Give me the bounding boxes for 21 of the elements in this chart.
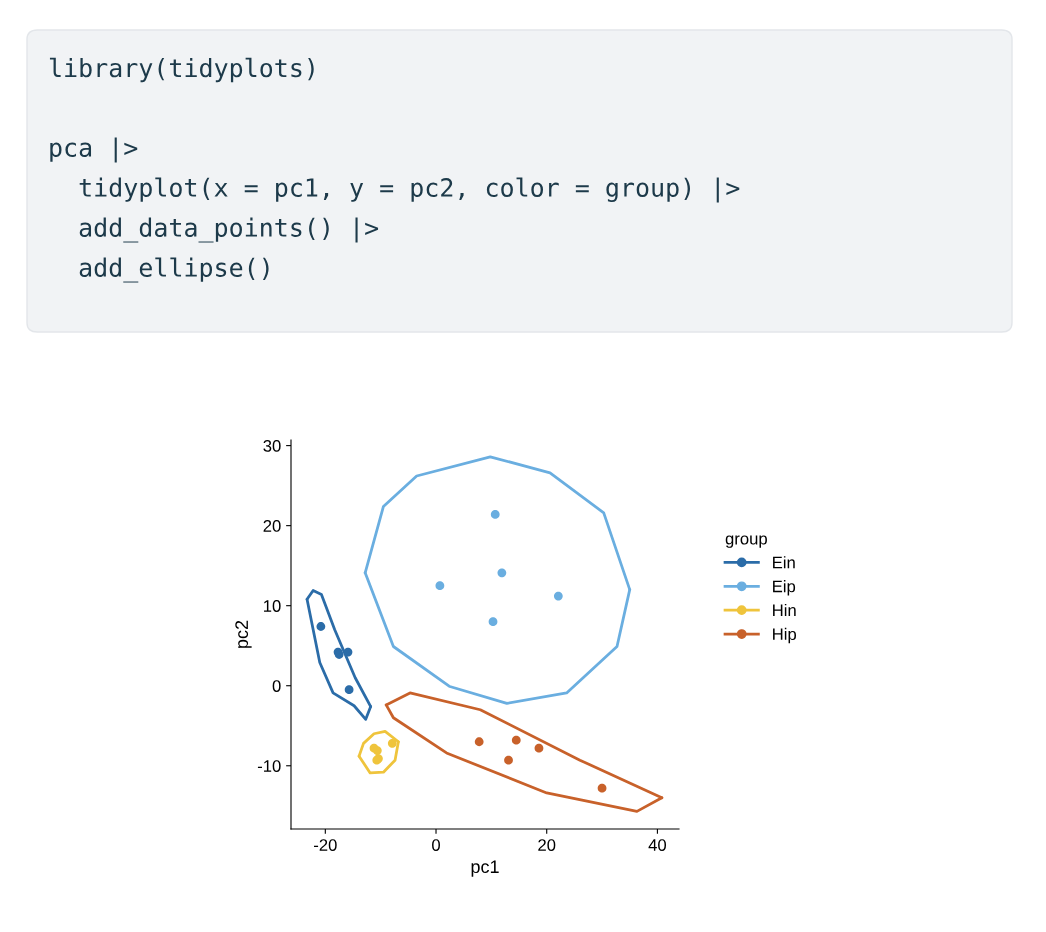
y-axis-title: pc2 <box>235 620 252 648</box>
x-axis-title: pc1 <box>471 860 499 877</box>
x-tick-label: -20 <box>314 839 337 851</box>
y-tick-label: 30 <box>263 440 281 452</box>
y-tick-label: 0 <box>272 680 281 692</box>
legend-label: Eip <box>773 580 796 596</box>
y-tick-label: 10 <box>264 600 281 612</box>
y-tick-label: -10 <box>257 760 281 772</box>
x-tick-label: 40 <box>648 839 667 851</box>
y-tick-label: 20 <box>263 520 281 532</box>
x-tick-label: 20 <box>538 839 556 851</box>
legend-label: Ein <box>773 556 795 569</box>
text: add_ellipse() <box>79 257 269 283</box>
text: tidyplot(x = pc1, y = pc2, color = group) |> <box>79 177 740 203</box>
legend-title: group <box>725 535 767 548</box>
legend-label: Hin <box>773 603 796 616</box>
legend-label: Hip <box>773 627 797 644</box>
text: library(tidyplots) <box>49 57 314 83</box>
text: add_data_points() |> <box>79 217 379 243</box>
x-tick-label: 0 <box>432 839 440 851</box>
text: pca |> <box>50 137 138 163</box>
